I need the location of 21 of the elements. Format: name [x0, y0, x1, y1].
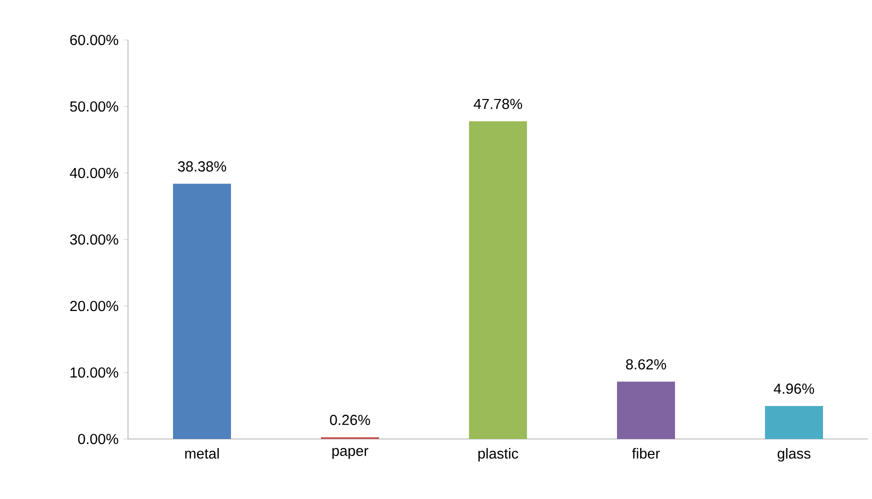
y-tick-label: 30.00%: [70, 234, 118, 245]
bar: [617, 382, 676, 439]
x-tick-label: paper: [332, 448, 368, 459]
bar: [765, 406, 824, 439]
y-tick-label: 60.00%: [70, 34, 118, 46]
x-tick-label: glass: [778, 448, 810, 462]
bar: [173, 184, 232, 439]
x-tick-label: plastic: [478, 448, 518, 462]
y-tick-label: 50.00%: [70, 101, 118, 112]
data-label: 4.96%: [774, 384, 814, 394]
data-label: 38.38%: [178, 161, 226, 172]
y-tick-label: 20.00%: [70, 300, 118, 312]
x-tick-label: metal: [185, 448, 219, 459]
data-label: 47.78%: [474, 98, 522, 110]
data-label: 0.26%: [330, 414, 370, 426]
x-tick-label: fiber: [632, 448, 660, 459]
y-tick-label: 40.00%: [70, 168, 118, 178]
data-label: 8.62%: [626, 359, 666, 370]
y-tick-label: 10.00%: [70, 367, 118, 378]
y-tick-label: 0.00%: [78, 434, 118, 444]
bar: [469, 121, 528, 439]
